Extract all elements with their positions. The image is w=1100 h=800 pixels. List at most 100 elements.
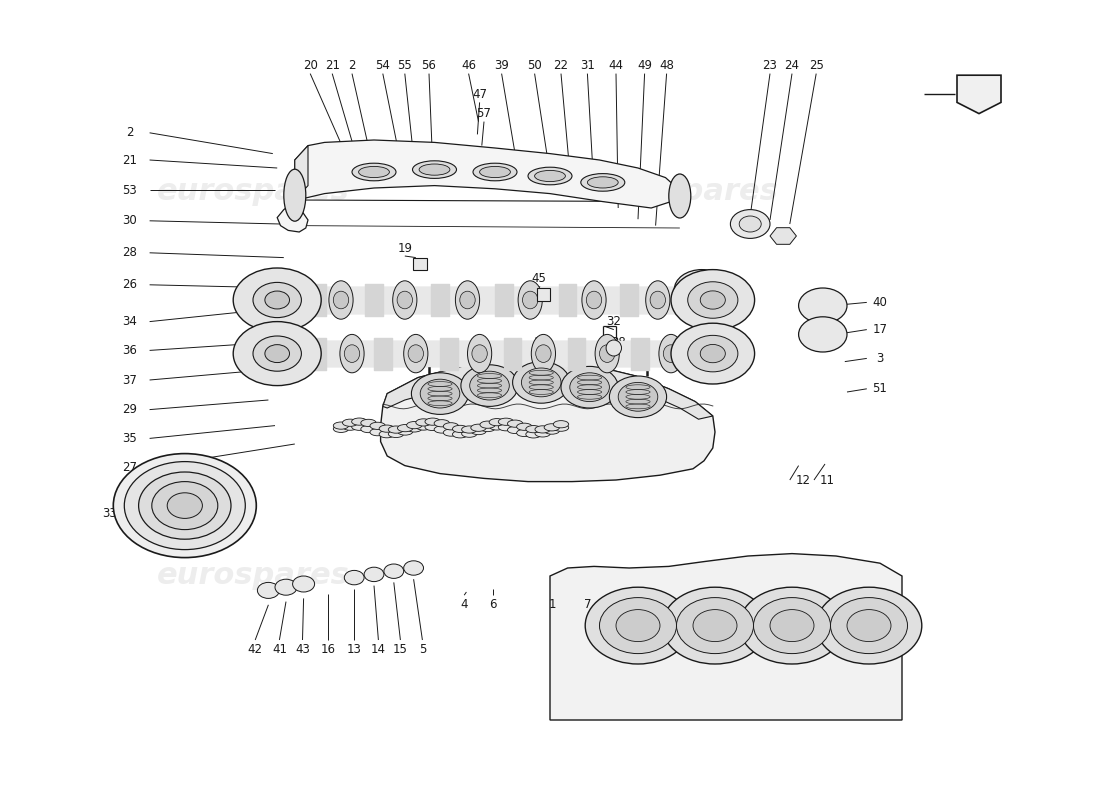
Ellipse shape xyxy=(370,429,385,436)
Ellipse shape xyxy=(408,345,424,362)
Polygon shape xyxy=(412,258,427,270)
Circle shape xyxy=(770,610,814,642)
Text: 55: 55 xyxy=(397,59,412,72)
Ellipse shape xyxy=(526,426,541,433)
Text: 30: 30 xyxy=(122,214,138,227)
Ellipse shape xyxy=(498,424,514,431)
Ellipse shape xyxy=(471,424,486,431)
Polygon shape xyxy=(550,554,902,720)
Circle shape xyxy=(139,472,231,539)
Ellipse shape xyxy=(361,419,376,426)
Ellipse shape xyxy=(412,161,456,178)
Text: 52: 52 xyxy=(698,272,714,285)
Circle shape xyxy=(739,216,761,232)
Text: 2: 2 xyxy=(126,126,133,139)
Ellipse shape xyxy=(517,423,532,430)
Ellipse shape xyxy=(359,166,389,178)
Ellipse shape xyxy=(425,423,440,430)
Ellipse shape xyxy=(284,170,306,222)
Polygon shape xyxy=(277,140,680,232)
Text: 10: 10 xyxy=(632,342,648,354)
Text: 44: 44 xyxy=(608,59,624,72)
Polygon shape xyxy=(537,288,550,301)
Ellipse shape xyxy=(379,425,395,432)
Ellipse shape xyxy=(416,419,431,426)
Ellipse shape xyxy=(518,281,542,319)
Ellipse shape xyxy=(498,418,514,426)
Text: 5: 5 xyxy=(419,643,426,656)
Ellipse shape xyxy=(379,430,395,438)
Text: 25: 25 xyxy=(808,59,824,72)
Ellipse shape xyxy=(531,334,556,373)
Circle shape xyxy=(662,587,768,664)
Ellipse shape xyxy=(582,281,606,319)
Text: 54: 54 xyxy=(375,59,390,72)
Ellipse shape xyxy=(344,345,360,362)
Ellipse shape xyxy=(650,291,666,309)
Circle shape xyxy=(754,598,830,654)
Text: 18: 18 xyxy=(652,342,668,354)
Text: 39: 39 xyxy=(494,59,509,72)
Ellipse shape xyxy=(340,334,364,373)
Circle shape xyxy=(799,317,847,352)
Circle shape xyxy=(701,291,725,309)
Ellipse shape xyxy=(443,422,459,430)
Text: 48: 48 xyxy=(659,59,674,72)
Ellipse shape xyxy=(581,174,625,191)
Text: 40: 40 xyxy=(872,296,888,309)
Text: 41: 41 xyxy=(272,643,287,656)
Text: 8: 8 xyxy=(610,598,617,611)
Circle shape xyxy=(344,570,364,585)
Circle shape xyxy=(799,288,847,323)
Text: 42: 42 xyxy=(248,643,263,656)
Circle shape xyxy=(847,610,891,642)
Circle shape xyxy=(816,587,922,664)
Text: 2: 2 xyxy=(349,59,355,72)
Text: 6: 6 xyxy=(490,598,496,611)
Text: 21: 21 xyxy=(122,154,138,166)
Ellipse shape xyxy=(663,345,679,362)
Ellipse shape xyxy=(480,425,495,432)
Text: 3: 3 xyxy=(877,352,883,365)
Text: 11: 11 xyxy=(820,474,835,486)
Ellipse shape xyxy=(455,281,480,319)
Text: 14: 14 xyxy=(371,643,386,656)
Ellipse shape xyxy=(388,426,404,433)
Text: 33: 33 xyxy=(102,507,118,520)
Text: 32: 32 xyxy=(606,315,621,328)
Ellipse shape xyxy=(352,418,367,426)
Ellipse shape xyxy=(553,421,569,428)
Circle shape xyxy=(585,587,691,664)
Ellipse shape xyxy=(507,426,522,434)
Text: eurospares: eurospares xyxy=(585,178,779,206)
Ellipse shape xyxy=(342,419,358,426)
Circle shape xyxy=(688,282,738,318)
Circle shape xyxy=(364,567,384,582)
Text: 12: 12 xyxy=(795,474,811,486)
Circle shape xyxy=(152,482,218,530)
Circle shape xyxy=(253,282,301,318)
Text: 21: 21 xyxy=(324,59,340,72)
Ellipse shape xyxy=(462,426,477,433)
Circle shape xyxy=(561,366,618,408)
Circle shape xyxy=(618,382,658,411)
Text: eurospares: eurospares xyxy=(156,562,350,590)
Ellipse shape xyxy=(528,167,572,185)
Ellipse shape xyxy=(370,422,385,430)
Text: 37: 37 xyxy=(122,374,138,386)
Text: eurospares: eurospares xyxy=(585,562,779,590)
Ellipse shape xyxy=(471,427,486,434)
Ellipse shape xyxy=(333,291,349,309)
Circle shape xyxy=(684,277,719,302)
Ellipse shape xyxy=(669,174,691,218)
Ellipse shape xyxy=(600,345,615,362)
Text: eurospares: eurospares xyxy=(156,178,350,206)
Ellipse shape xyxy=(536,345,551,362)
Text: 57: 57 xyxy=(476,107,492,120)
Ellipse shape xyxy=(434,420,450,427)
Text: 19: 19 xyxy=(397,242,412,254)
Ellipse shape xyxy=(388,430,404,438)
Circle shape xyxy=(830,598,908,654)
Ellipse shape xyxy=(507,420,522,427)
Circle shape xyxy=(384,564,404,578)
